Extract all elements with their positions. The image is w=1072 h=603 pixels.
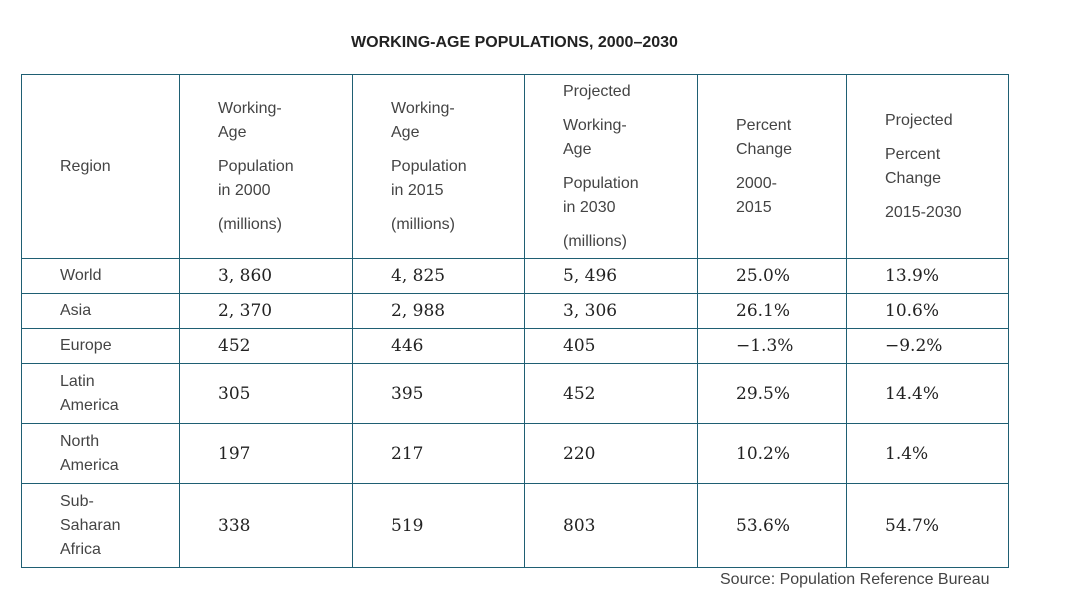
value-cell-pop-2015: 4, 825	[352, 258, 525, 294]
value-cell-pop-2000: 338	[179, 483, 353, 568]
header-line: 2015-2030	[885, 203, 962, 221]
value-cell-pop-2015: 446	[352, 328, 525, 364]
header-line: Percent	[885, 145, 941, 163]
header-line: (millions)	[218, 215, 282, 233]
value-cell-change-2000-2015: 25.0%	[697, 258, 847, 294]
value-cell-pop-2000: 305	[179, 363, 353, 424]
source-note: Source: Population Reference Bureau	[720, 571, 990, 588]
value-cell-pop-2030: 452	[524, 363, 698, 424]
value-cell-change-2015-2030: −9.2%	[846, 328, 1009, 364]
header-line: in 2030	[563, 198, 616, 216]
value-cell-change-2000-2015: 26.1%	[697, 293, 847, 329]
region-label: America	[60, 456, 119, 474]
region-label: Saharan	[60, 516, 121, 534]
value-cell-pop-2000: 3, 860	[179, 258, 353, 294]
table-row: North America 197 217 220 10.2% 1.4%	[21, 423, 1009, 484]
header-line: Working-	[391, 99, 455, 117]
region-cell: Asia	[21, 293, 180, 329]
value-cell-change-2000-2015: 29.5%	[697, 363, 847, 424]
column-header-pop-2015: Working- Age Population in 2015 (millions)	[352, 74, 525, 259]
value-cell-pop-2030: 803	[524, 483, 698, 568]
value-cell-pop-2030: 3, 306	[524, 293, 698, 329]
header-line: Projected	[563, 82, 631, 100]
header-line: Age	[563, 140, 592, 158]
region-label: Africa	[60, 540, 101, 558]
column-header-pop-2000: Working- Age Population in 2000 (millions)	[179, 74, 353, 259]
region-cell: Latin America	[21, 363, 180, 424]
header-line: in 2015	[391, 181, 444, 199]
column-header-pop-2030: Projected Working- Age Population in 2030 (mi…	[524, 74, 698, 259]
value-cell-pop-2030: 220	[524, 423, 698, 484]
region-label: Latin	[60, 372, 95, 390]
header-line: (millions)	[563, 232, 627, 250]
table-row: World 3, 860 4, 825 5, 496 25.0% 13.9%	[21, 258, 1009, 294]
table-row: Asia 2, 370 2, 988 3, 306 26.1% 10.6%	[21, 293, 1009, 329]
value-cell-pop-2015: 2, 988	[352, 293, 525, 329]
header-line: Region	[60, 157, 111, 175]
region-cell: Sub- Saharan Africa	[21, 483, 180, 568]
value-cell-pop-2030: 405	[524, 328, 698, 364]
header-line: Percent	[736, 116, 792, 134]
table-body: World 3, 860 4, 825 5, 496 25.0% 13.9% Asia 2, …	[21, 258, 1009, 568]
population-table: Region Working- Age Population in 2000 (milli…	[21, 74, 1009, 568]
header-line: (millions)	[391, 215, 455, 233]
value-cell-pop-2000: 452	[179, 328, 353, 364]
region-label: Asia	[60, 302, 92, 319]
header-line: Population	[218, 157, 294, 175]
value-cell-pop-2000: 2, 370	[179, 293, 353, 329]
header-line: Age	[218, 123, 247, 141]
table-title: WORKING-AGE POPULATIONS, 2000–2030	[351, 34, 678, 51]
value-cell-change-2000-2015: 53.6%	[697, 483, 847, 568]
header-line: Age	[391, 123, 420, 141]
header-line: 2000-	[736, 174, 777, 192]
value-cell-change-2015-2030: 1.4%	[846, 423, 1009, 484]
header-line: Change	[885, 169, 942, 187]
value-cell-pop-2015: 519	[352, 483, 525, 568]
column-header-region: Region	[21, 74, 180, 259]
region-cell: North America	[21, 423, 180, 484]
column-header-change-2000-2015: Percent Change 2000- 2015	[697, 74, 847, 259]
region-label: North	[60, 432, 100, 450]
header-row: Region Working- Age Population in 2000 (milli…	[21, 74, 1009, 259]
value-cell-change-2000-2015: 10.2%	[697, 423, 847, 484]
header-line: Projected	[885, 111, 953, 129]
region-cell: World	[21, 258, 180, 294]
region-label: Europe	[60, 337, 112, 354]
table-row: Europe 452 446 405 −1.3% −9.2%	[21, 328, 1009, 364]
header-line: Population	[391, 157, 467, 175]
region-cell: Europe	[21, 328, 180, 364]
region-label: World	[60, 267, 102, 284]
header-line: Population	[563, 174, 639, 192]
header-line: Working-	[218, 99, 282, 117]
table-row: Latin America 305 395 452 29.5% 14.4%	[21, 363, 1009, 424]
value-cell-change-2015-2030: 13.9%	[846, 258, 1009, 294]
header-line: Change	[736, 140, 793, 158]
value-cell-pop-2015: 395	[352, 363, 525, 424]
header-line: in 2000	[218, 181, 271, 199]
region-label: America	[60, 396, 119, 414]
value-cell-change-2015-2030: 10.6%	[846, 293, 1009, 329]
value-cell-change-2015-2030: 54.7%	[846, 483, 1009, 568]
header-line: Working-	[563, 116, 627, 134]
value-cell-change-2015-2030: 14.4%	[846, 363, 1009, 424]
value-cell-change-2000-2015: −1.3%	[697, 328, 847, 364]
column-header-change-2015-2030: Projected Percent Change 2015-2030	[846, 74, 1009, 259]
value-cell-pop-2015: 217	[352, 423, 525, 484]
table-row: Sub- Saharan Africa 338 519 803 53.6% 54.7%	[21, 483, 1009, 568]
value-cell-pop-2030: 5, 496	[524, 258, 698, 294]
header-line: 2015	[736, 198, 772, 216]
value-cell-pop-2000: 197	[179, 423, 353, 484]
region-label: Sub-	[60, 492, 94, 510]
